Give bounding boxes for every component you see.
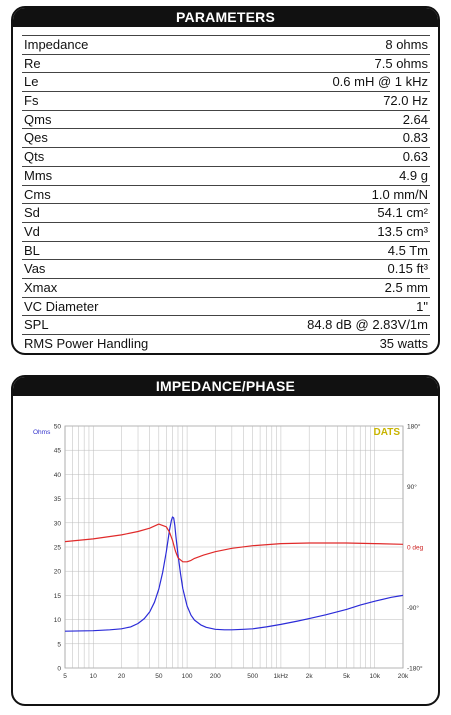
y-left-tick-label: 45: [54, 448, 62, 455]
parameter-value: 1": [416, 298, 428, 314]
impedance-curve: [64, 516, 404, 632]
parameter-value: 7.5 ohms: [374, 55, 428, 71]
parameter-label: Xmax: [24, 279, 58, 295]
y-left-tick-label: 30: [54, 520, 62, 527]
parameters-table: Impedance 8 ohms Re 7.5 ohms Le 0.6 mH @ 1 kH…: [22, 35, 430, 355]
parameter-value: 2.64: [402, 111, 428, 127]
x-tick-label: 10: [90, 673, 98, 680]
parameter-value: 1.0 mm/N: [371, 186, 428, 202]
y-right-tick-label: 0 deg: [407, 545, 424, 552]
parameter-row: RMS Power Handling 35 watts: [22, 335, 430, 353]
parameter-value: 4.9 g: [399, 167, 428, 183]
parameter-value: 54.1 cm²: [377, 205, 428, 221]
parameter-row: Impedance 8 ohms: [22, 35, 430, 55]
parameter-row: VC Diameter 1": [22, 298, 430, 317]
parameter-label: Qts: [24, 149, 45, 165]
parameter-label: RMS Power Handling: [24, 336, 149, 351]
parameter-label: Fs: [24, 93, 39, 109]
phase-curve: [64, 523, 404, 563]
x-tick-label: 20: [118, 673, 126, 680]
parameter-row: SPL 84.8 dB @ 2.83V/1m: [22, 316, 430, 335]
parameter-row: Xmax 2.5 mm: [22, 279, 430, 298]
parameter-label: Impedance: [24, 37, 89, 52]
parameter-label: BL: [24, 242, 40, 258]
y-left-tick-label: 50: [54, 424, 62, 431]
parameter-value: 70-20,000 Hz: [350, 354, 430, 355]
parameter-value: 35 watts: [379, 336, 428, 351]
parameter-label: Vd: [24, 223, 40, 239]
y-right-tick-label: 90°: [407, 483, 417, 491]
dats-logo: DATS: [374, 427, 401, 438]
y-right-tick-label: 180°: [407, 423, 421, 431]
parameter-row: Qms 2.64: [22, 111, 430, 130]
parameter-label: Usable Frequency Range (Hz): [22, 354, 200, 355]
parameter-value: 0.6 mH @ 1 kHz: [332, 74, 428, 90]
parameter-row: Vas 0.15 ft³: [22, 260, 430, 279]
y-left-tick-label: 25: [54, 545, 62, 552]
x-tick-label: 50: [155, 673, 163, 680]
y-left-tick-label: 15: [54, 593, 62, 600]
parameter-row: Mms 4.9 g: [22, 167, 430, 186]
parameter-row: Qts 0.63: [22, 148, 430, 167]
y-left-tick-label: 10: [54, 617, 62, 624]
parameter-value: 0.15 ft³: [387, 261, 428, 277]
x-tick-label: 5k: [343, 673, 351, 680]
y-left-tick-label: 40: [54, 472, 62, 479]
x-tick-label: 5: [63, 673, 67, 680]
parameter-value: 0.83: [402, 130, 428, 146]
x-tick-label: 100: [182, 673, 193, 680]
parameter-row: BL 4.5 Tm: [22, 242, 430, 261]
y-left-tick-label: 5: [57, 641, 61, 648]
parameter-label: Vas: [24, 261, 46, 277]
parameter-label: SPL: [24, 317, 49, 333]
parameter-label: Mms: [24, 167, 53, 183]
y-left-tick-label: 20: [54, 569, 62, 576]
x-tick-label: 10k: [370, 673, 381, 680]
parameter-row: Vd 13.5 cm³: [22, 223, 430, 242]
parameter-value: 72.0 Hz: [383, 93, 428, 109]
x-tick-label: 20k: [398, 673, 409, 680]
parameter-row: Qes 0.83: [22, 129, 430, 149]
y-left-tick-label: 35: [54, 496, 62, 503]
parameter-label: Cms: [24, 186, 51, 202]
impedance-phase-title: IMPEDANCE/PHASE: [13, 377, 438, 396]
x-tick-label: 200: [210, 673, 221, 680]
parameter-label: VC Diameter: [24, 298, 99, 314]
parameter-label: Re: [24, 55, 41, 71]
parameter-label: Le: [24, 74, 39, 90]
parameter-row: Cms 1.0 mm/N: [22, 186, 430, 205]
parameter-row: Le 0.6 mH @ 1 kHz: [22, 73, 430, 93]
parameter-value: 13.5 cm³: [377, 223, 428, 239]
parameter-value: 0.63: [402, 149, 428, 165]
parameter-row: Usable Frequency Range (Hz) 70-20,000 Hz: [22, 354, 430, 355]
parameter-row: Sd 54.1 cm²: [22, 204, 430, 223]
y-left-unit-label: Ohms: [33, 429, 51, 436]
y-left-tick-label: 0: [57, 666, 61, 673]
parameter-row: Re 7.5 ohms: [22, 55, 430, 74]
parameter-value: 2.5 mm: [384, 279, 428, 295]
parameter-value: 4.5 Tm: [387, 242, 428, 258]
parameter-value: 8 ohms: [385, 37, 428, 52]
parameter-label: Qes: [24, 130, 48, 146]
parameter-value: 84.8 dB @ 2.83V/1m: [307, 317, 428, 333]
x-tick-label: 2k: [306, 673, 314, 680]
y-right-tick-label: -90°: [407, 604, 419, 612]
parameter-row: Fs 72.0 Hz: [22, 92, 430, 111]
x-tick-label: 1kHz: [274, 673, 289, 680]
x-tick-label: 500: [247, 673, 258, 680]
y-right-tick-label: -180°: [407, 665, 423, 673]
impedance-phase-panel: IMPEDANCE/PHASE 0 5 10 15 20 25 30 35 40 45 50 180°…: [11, 375, 440, 706]
parameter-label: Sd: [24, 205, 40, 221]
parameters-title: PARAMETERS: [13, 8, 438, 27]
parameter-label: Qms: [24, 111, 52, 127]
parameters-panel: PARAMETERS Impedance 8 ohms Re 7.5 ohms Le 0.…: [11, 6, 440, 355]
